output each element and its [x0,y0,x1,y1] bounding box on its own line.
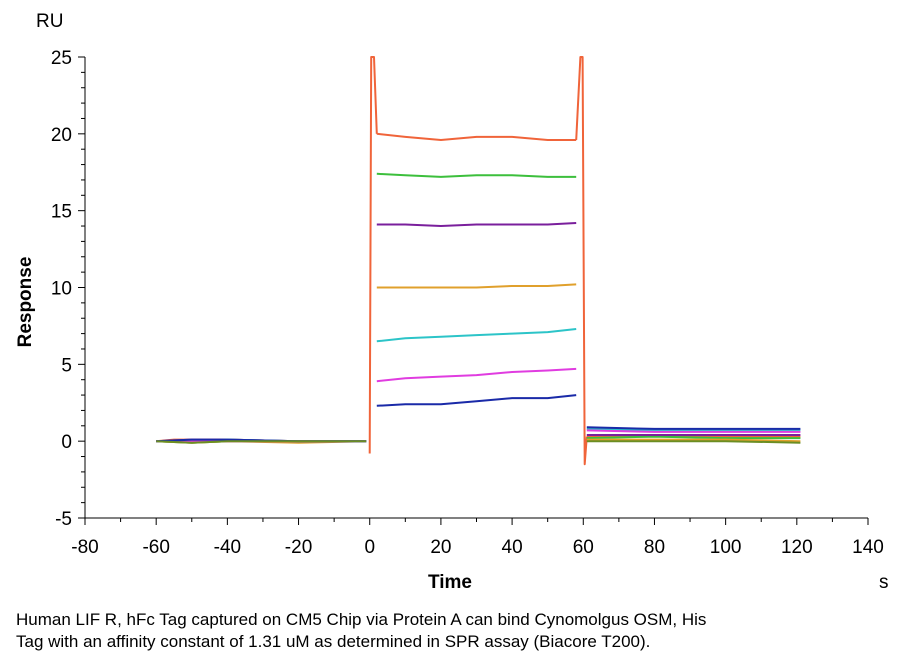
x-tick-label: 40 [502,537,523,558]
series-2 [156,172,801,444]
x-tick-label: 80 [644,537,665,558]
baseline-trace [156,440,367,444]
association-trace [376,172,577,178]
dissociation-trace [586,440,801,444]
series-8 [156,440,801,444]
y-tick-label: -5 [55,509,72,530]
sensorgram-chart: -5 0 5 10 15 20 25 -80 -60 -40 -20 0 20 40 60 80 100 120 1… [15,11,889,593]
x-tick-label: 140 [852,537,884,558]
x-tick-label: -60 [142,537,169,558]
association-trace [376,132,577,141]
association-trace [376,222,577,227]
injection-end-spike [575,56,588,466]
y-tick-label: 20 [51,125,72,146]
y-axis-title: Response [15,257,36,348]
y-tick-label: 10 [51,279,72,300]
x-axis-title: Time [428,572,472,593]
injection-start-spike [368,56,378,454]
x-tick-label: -80 [71,537,98,558]
x-tick-label: -20 [285,537,312,558]
caption-line-2: Tag with an affinity constant of 1.31 uM… [16,632,651,651]
x-tick-label: 120 [781,537,813,558]
dissociation-trace [586,435,801,440]
caption-line-1: Human LIF R, hFc Tag captured on CM5 Chi… [16,610,707,629]
association-trace [376,283,577,289]
x-tick-label: 20 [430,537,451,558]
dissociation-trace [586,427,801,432]
y-tick-label: 0 [61,432,72,453]
x-tick-label: 60 [573,537,594,558]
axes-layer: -5 0 5 10 15 20 25 -80 -60 -40 -20 0 20 40 60 80 100 120 1… [51,48,884,558]
y-tick-label: 5 [61,355,72,376]
labels-layer: RU Response Time s [15,11,889,593]
x-tick-label: -40 [214,537,241,558]
figure-caption: Human LIF R, hFc Tag captured on CM5 Chi… [16,609,886,653]
association-trace [376,394,577,407]
y-tick-label: 15 [51,202,72,223]
x-tick-label: 100 [710,537,742,558]
dissociation-trace [586,438,801,443]
dissociation-trace [586,426,801,430]
series-4 [156,283,801,444]
dissociation-trace [586,429,801,433]
y-unit-label: RU [36,11,63,32]
series-layer [156,56,801,466]
x-unit-label: s [879,572,889,593]
series-5 [156,328,801,443]
association-trace [376,328,577,343]
x-tick-label: 0 [364,537,375,558]
series-3 [156,222,801,443]
series-1 [156,56,801,466]
y-tick-label: 25 [51,48,72,69]
association-trace [376,367,577,383]
